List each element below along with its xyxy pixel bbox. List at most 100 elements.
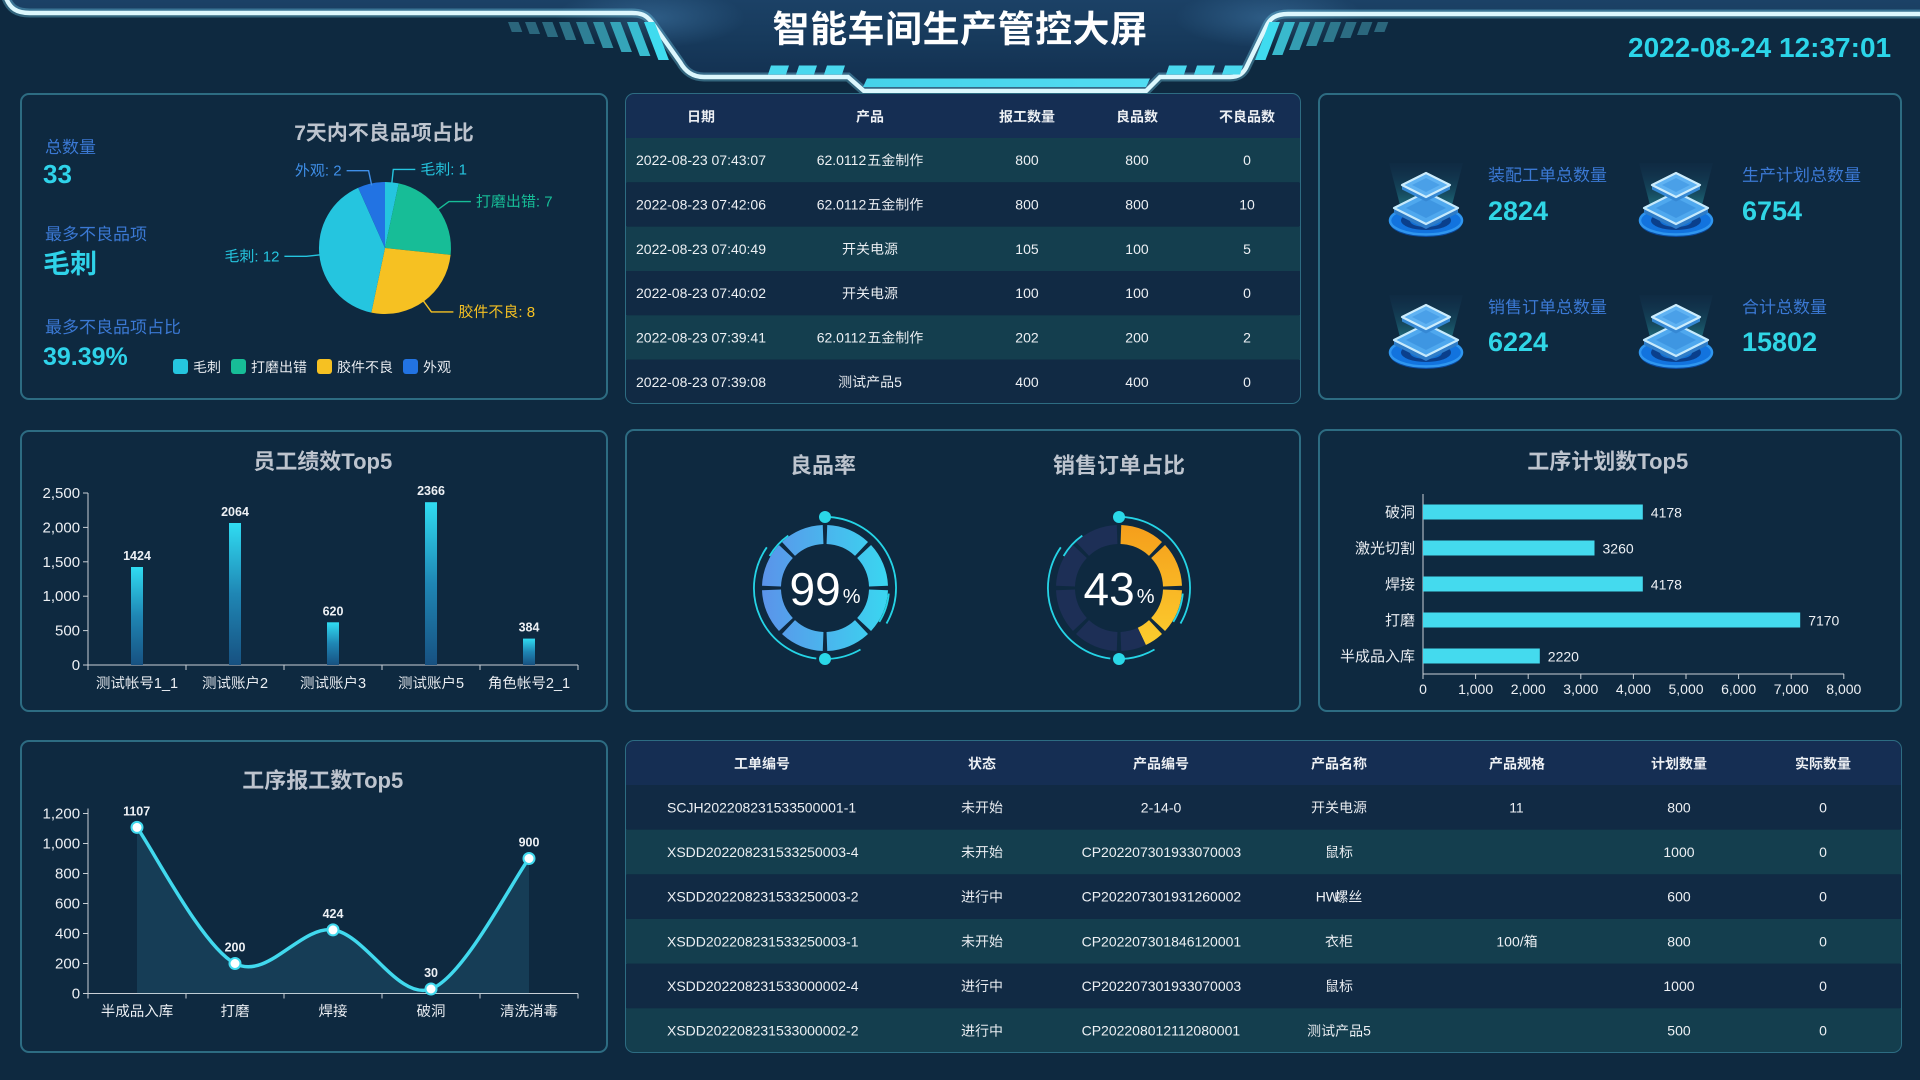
svg-text:3,000: 3,000 [1563, 681, 1598, 697]
svg-text:2824: 2824 [1488, 196, 1548, 226]
svg-text:CP202208012112080001: CP202208012112080001 [1082, 1023, 1241, 1039]
svg-text:2: 2 [260, 676, 268, 692]
svg-text:15802: 15802 [1742, 327, 1817, 357]
svg-text:400: 400 [1125, 374, 1149, 390]
svg-text:Top5: Top5 [352, 768, 403, 793]
svg-text:1,000: 1,000 [1458, 681, 1493, 697]
svg-text:400: 400 [55, 926, 80, 943]
svg-text:200: 200 [1125, 330, 1149, 346]
svg-text:2064: 2064 [221, 505, 249, 519]
svg-text:2-14-0: 2-14-0 [1141, 799, 1182, 815]
svg-text:2,000: 2,000 [1511, 681, 1546, 697]
svg-text:XSDD202208231533250003-4: XSDD202208231533250003-4 [667, 844, 859, 860]
svg-text:500: 500 [1667, 1023, 1691, 1039]
svg-text:%: % [1137, 586, 1155, 608]
svg-text:1_1: 1_1 [154, 676, 178, 692]
svg-text:0: 0 [1243, 374, 1251, 390]
svg-text:4,000: 4,000 [1616, 681, 1651, 697]
svg-text:7: 7 [294, 122, 306, 145]
svg-text:99: 99 [790, 563, 841, 615]
svg-text:900: 900 [519, 836, 540, 850]
svg-text:5: 5 [456, 676, 464, 692]
svg-text:2_1: 2_1 [546, 676, 570, 692]
svg-text:2022-08-23 07:39:08: 2022-08-23 07:39:08 [636, 374, 766, 390]
svg-text:2022-08-23 07:39:41: 2022-08-23 07:39:41 [636, 330, 766, 346]
svg-text:7,000: 7,000 [1774, 681, 1809, 697]
svg-text:0: 0 [1819, 978, 1827, 994]
svg-text:33: 33 [43, 159, 72, 189]
svg-text:0: 0 [1819, 799, 1827, 815]
svg-text:XSDD202208231533000002-2: XSDD202208231533000002-2 [667, 1023, 859, 1039]
svg-text:0: 0 [1419, 681, 1427, 697]
svg-text:384: 384 [519, 621, 540, 635]
svg-text:0: 0 [1819, 1023, 1827, 1039]
svg-text:2: 2 [1243, 330, 1251, 346]
svg-text:800: 800 [1125, 197, 1149, 213]
svg-text:4178: 4178 [1651, 505, 1682, 521]
svg-text:XSDD202208231533250003-1: XSDD202208231533250003-1 [667, 933, 859, 949]
svg-text:424: 424 [323, 907, 344, 921]
svg-text:CP202207301846120001: CP202207301846120001 [1082, 933, 1242, 949]
svg-text:SCJH202208231533500001-1: SCJH202208231533500001-1 [667, 799, 856, 815]
svg-text:CP202207301933070003: CP202207301933070003 [1082, 978, 1242, 994]
svg-text:XSDD202208231533250003-2: XSDD202208231533250003-2 [667, 889, 859, 905]
svg-text:1,000: 1,000 [43, 836, 81, 853]
svg-text:100/: 100/ [1496, 933, 1523, 949]
svg-text:8,000: 8,000 [1826, 681, 1861, 697]
svg-text:CP202207301933070003: CP202207301933070003 [1082, 844, 1242, 860]
svg-text:800: 800 [1015, 197, 1039, 213]
svg-text:1,500: 1,500 [43, 554, 81, 571]
svg-text:800: 800 [1125, 152, 1149, 168]
svg-text:2022-08-24 12:37:01: 2022-08-24 12:37:01 [1628, 32, 1891, 63]
svg-text:6754: 6754 [1742, 196, 1802, 226]
svg-text:11: 11 [1509, 799, 1524, 815]
svg-text:100: 100 [1125, 241, 1149, 257]
svg-text:800: 800 [1667, 933, 1691, 949]
svg-text:0: 0 [1819, 933, 1827, 949]
svg-text:: 1: : 1 [450, 161, 467, 178]
svg-text:800: 800 [1015, 152, 1039, 168]
svg-text:5,000: 5,000 [1669, 681, 1704, 697]
svg-text:7170: 7170 [1808, 613, 1839, 629]
svg-text:2022-08-23 07:40:02: 2022-08-23 07:40:02 [636, 285, 766, 301]
svg-text:2022-08-23 07:40:49: 2022-08-23 07:40:49 [636, 241, 766, 257]
svg-text:2,500: 2,500 [43, 485, 81, 502]
svg-text:100: 100 [1125, 285, 1149, 301]
svg-text:1,200: 1,200 [43, 806, 81, 823]
svg-text:0: 0 [1243, 285, 1251, 301]
svg-text:10: 10 [1239, 197, 1255, 213]
svg-text:620: 620 [323, 604, 344, 618]
svg-text:800: 800 [55, 866, 80, 883]
svg-text:105: 105 [1015, 241, 1039, 257]
svg-text:6,000: 6,000 [1721, 681, 1756, 697]
svg-text:CP202207301931260002: CP202207301931260002 [1082, 889, 1242, 905]
svg-text:400: 400 [1015, 374, 1039, 390]
svg-text:202: 202 [1015, 330, 1039, 346]
svg-text:3: 3 [358, 676, 366, 692]
svg-text:1,000: 1,000 [43, 588, 81, 605]
svg-text:200: 200 [55, 956, 80, 973]
svg-text:1424: 1424 [123, 549, 151, 563]
svg-text:6224: 6224 [1488, 327, 1548, 357]
svg-text:200: 200 [225, 941, 246, 955]
svg-text:600: 600 [1667, 889, 1691, 905]
svg-text:2220: 2220 [1548, 649, 1579, 665]
svg-text:: 12: : 12 [254, 248, 279, 265]
svg-text:XSDD202208231533000002-4: XSDD202208231533000002-4 [667, 978, 859, 994]
svg-text:2022-08-23 07:42:06: 2022-08-23 07:42:06 [636, 197, 766, 213]
svg-text:800: 800 [1667, 799, 1691, 815]
svg-text:0: 0 [1243, 152, 1251, 168]
svg-text:1107: 1107 [123, 804, 150, 818]
svg-text:5: 5 [894, 374, 902, 390]
svg-text:5: 5 [1243, 241, 1251, 257]
svg-text:0: 0 [72, 986, 80, 1003]
svg-text:HW: HW [1316, 889, 1340, 905]
svg-text:100: 100 [1015, 285, 1039, 301]
svg-text:: 7: : 7 [536, 194, 553, 211]
svg-text:: 8: : 8 [518, 304, 535, 321]
svg-text:500: 500 [55, 623, 80, 640]
svg-text:0: 0 [1819, 889, 1827, 905]
svg-text:62.0112: 62.0112 [817, 197, 867, 213]
svg-text:62.0112: 62.0112 [817, 152, 867, 168]
svg-text:: 2: : 2 [325, 163, 342, 180]
